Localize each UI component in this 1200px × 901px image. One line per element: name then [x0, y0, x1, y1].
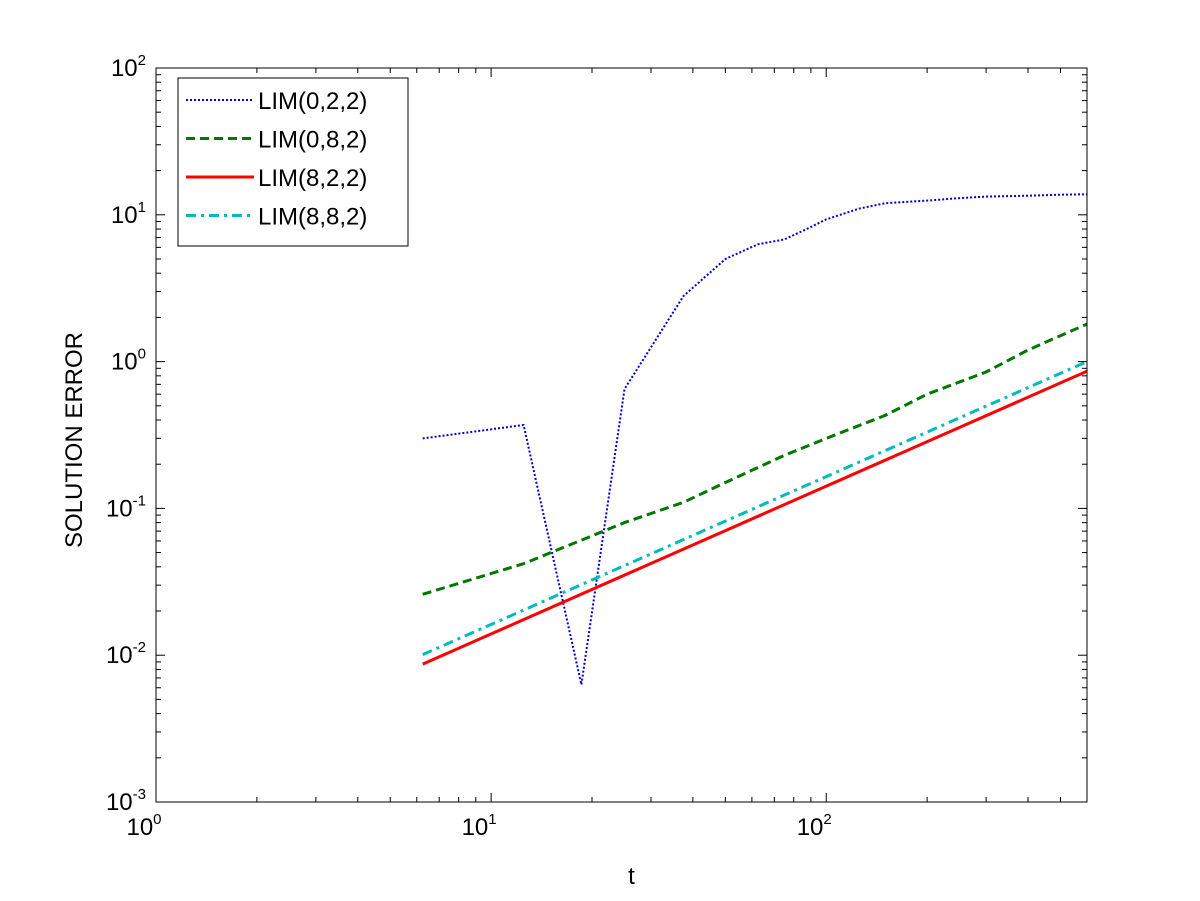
series-line-1 — [422, 193, 1087, 686]
legend: LIM(0,2,2) LIM(0,8,2) LIM(8,2,2) LIM(8,8,2) — [177, 77, 409, 247]
ticks-layer: 100 101 102 10-3 10-2 10-1 100 101 102 — [106, 52, 1088, 841]
legend-label: LIM(8,2,2) — [258, 165, 367, 192]
series-layer — [422, 193, 1087, 686]
x-tick-label: 102 — [797, 811, 832, 841]
x-tick-label: 101 — [462, 811, 497, 841]
y-axis-label: SOLUTION ERROR — [61, 332, 88, 548]
series-line-3 — [422, 369, 1087, 666]
x-tick-label: 100 — [126, 811, 161, 841]
x-axis-label: t — [628, 863, 635, 890]
legend-label: LIM(8,8,2) — [258, 204, 367, 231]
y-tick-label: 10-2 — [106, 639, 146, 669]
y-tick-label: 10-3 — [106, 786, 146, 816]
plot-frame — [155, 67, 1088, 803]
legend-label: LIM(0,2,2) — [258, 88, 367, 115]
y-tick-label: 102 — [111, 52, 146, 82]
y-tick-label: 101 — [111, 199, 146, 229]
y-tick-label: 100 — [111, 346, 146, 376]
series-line-4 — [422, 360, 1087, 656]
series-line-2 — [422, 322, 1087, 596]
legend-box — [177, 77, 409, 247]
legend-label: LIM(0,8,2) — [258, 127, 367, 154]
y-tick-label: 10-1 — [106, 492, 146, 522]
